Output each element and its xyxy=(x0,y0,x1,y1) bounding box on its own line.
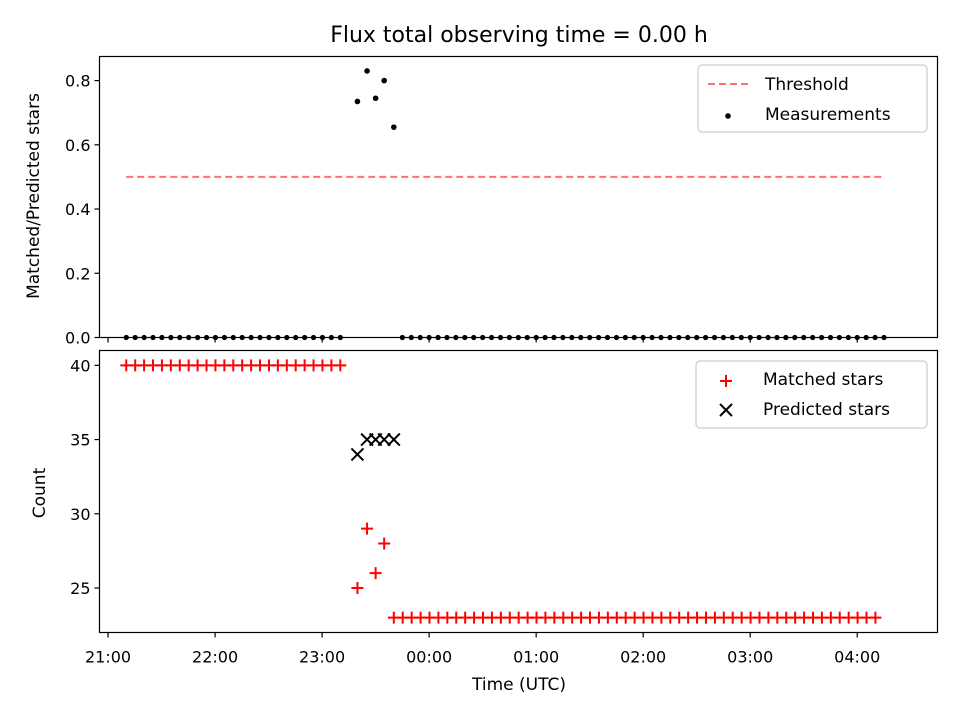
matched-star-marker xyxy=(351,581,364,594)
bottom-xtick-label: 23:00 xyxy=(299,648,345,667)
top-legend: Threshold Measurements xyxy=(697,64,928,133)
legend-predicted-label: Predicted stars xyxy=(763,400,890,420)
legend-measurements-label: Measurements xyxy=(765,105,891,125)
measurement-point xyxy=(364,68,370,74)
bottom-xtick-label: 02:00 xyxy=(620,648,666,667)
top-ytick-label: 0.6 xyxy=(65,136,90,155)
bottom-xlabel: Time (UTC) xyxy=(471,675,566,695)
bottom-xtick-label: 00:00 xyxy=(406,648,452,667)
bottom-legend: Matched stars Predicted stars xyxy=(695,360,928,429)
top-ytick-label: 0.0 xyxy=(65,329,90,348)
measurement-point xyxy=(381,77,387,84)
matched-star-marker xyxy=(378,537,391,550)
measurement-point xyxy=(391,124,397,130)
top-axes: Matched/Predicted stars 0.00.20.40.60.8 … xyxy=(24,55,939,348)
matched-star-marker xyxy=(369,567,382,580)
top-ytick-label: 0.2 xyxy=(65,264,90,283)
bottom-ytick-label: 35 xyxy=(70,431,90,450)
top-ylabel: Matched/Predicted stars xyxy=(24,93,44,299)
legend-matched-swatch xyxy=(720,375,732,387)
bottom-axes-frame xyxy=(98,349,939,634)
bottom-xtick-label: 04:00 xyxy=(834,648,880,667)
chart-title: Flux total observing time = 0.00 h xyxy=(330,23,708,48)
bottom-xtick-label: 01:00 xyxy=(513,648,559,667)
measurement-point xyxy=(354,98,361,105)
top-y-ticks: 0.0 0.2 0.4 0.6 0.8 xyxy=(65,72,100,348)
legend-threshold-label: Threshold xyxy=(764,75,849,95)
bottom-xtick-label: 03:00 xyxy=(727,648,773,667)
top-ytick-label: 0.4 xyxy=(65,200,90,219)
measurement-point xyxy=(372,95,379,102)
legend-measurements-swatch xyxy=(725,113,731,119)
top-plot-marks xyxy=(123,68,887,341)
bottom-ytick-label: 40 xyxy=(70,356,90,375)
top-axes-frame xyxy=(98,55,939,339)
predicted-star-marker xyxy=(377,432,391,447)
top-ytick-label: 0.8 xyxy=(65,72,90,91)
matched-star-marker xyxy=(869,611,882,624)
bottom-y-ticks: 25 30 35 40 xyxy=(70,356,100,598)
legend-matched-label: Matched stars xyxy=(763,370,883,390)
bottom-plot-marks xyxy=(120,359,882,624)
legend-predicted-swatch xyxy=(719,403,733,417)
predicted-star-marker xyxy=(387,432,401,447)
bottom-xtick-label: 22:00 xyxy=(192,648,238,667)
bottom-ytick-label: 30 xyxy=(70,505,90,524)
top-legend-box xyxy=(697,64,928,133)
bottom-xtick-label: 21:00 xyxy=(85,648,131,667)
bottom-ylabel: Count xyxy=(30,467,50,518)
bottom-axes: Count Time (UTC) 25 30 35 40 21:00 22:00 23:0… xyxy=(30,349,939,695)
matched-star-marker xyxy=(361,522,374,535)
predicted-star-marker xyxy=(350,447,365,462)
bottom-x-ticks: 21:00 22:00 23:00 00:00 01:00 02:00 03:00 04:00 xyxy=(85,632,880,667)
bottom-legend-box xyxy=(695,360,928,429)
bottom-ytick-label: 25 xyxy=(70,579,90,598)
matched-star-marker xyxy=(334,359,347,372)
